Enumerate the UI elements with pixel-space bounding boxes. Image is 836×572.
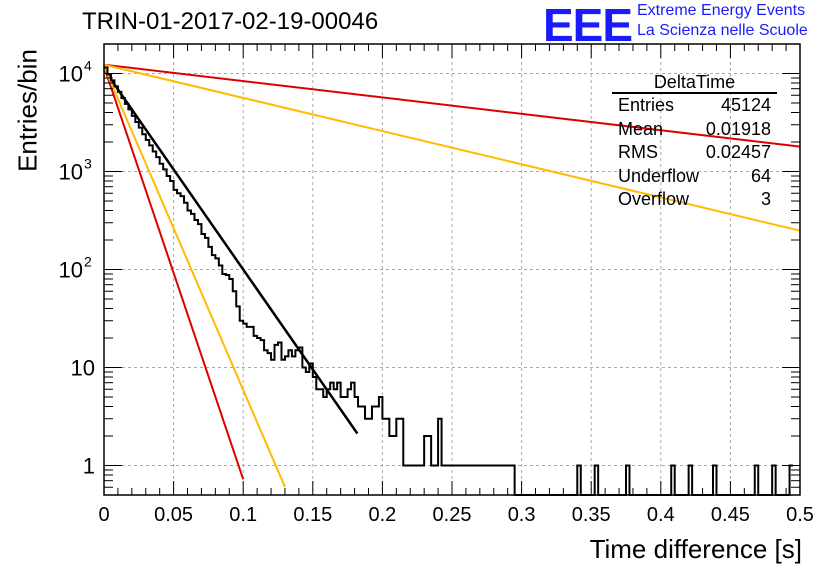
fit-line: [103, 66, 245, 480]
x-tick-label: 0.5: [786, 504, 814, 526]
stats-row: Underflow 64: [612, 165, 777, 189]
stats-label: Underflow: [618, 165, 700, 186]
logo-line-2: La Scienza nelle Scuole: [637, 22, 808, 39]
fit-line: [103, 63, 801, 232]
x-tick-label: 0.45: [711, 504, 750, 526]
stats-label: Mean: [618, 118, 664, 139]
logo-line-1: Extreme Energy Events: [637, 2, 806, 19]
stats-label: Overflow: [618, 189, 690, 209]
x-axis-label: Time difference [s]: [589, 534, 802, 564]
stats-row: Entries 45124: [612, 94, 777, 118]
fit-line: [103, 63, 801, 148]
x-tick-label: 0.15: [293, 504, 332, 526]
fit-line: [103, 66, 286, 488]
y-tick-label: 10: [71, 355, 95, 380]
y-tick-exponent: 2: [84, 254, 92, 270]
x-tick-label: 0.25: [433, 504, 472, 526]
y-axis-label: Entries/bin: [12, 49, 43, 172]
stats-title: DeltaTime: [612, 72, 777, 94]
stats-label: Entries: [618, 95, 675, 115]
y-tick-label: 10: [59, 258, 83, 283]
stats-value: 45124: [720, 95, 771, 115]
x-tick-label: 0.3: [508, 504, 536, 526]
x-tick-label: 0.1: [229, 504, 257, 526]
x-tick-label: 0: [98, 504, 109, 526]
stats-value: 0.02457: [705, 142, 771, 162]
y-tick-label: 1: [83, 453, 95, 478]
eee-logo: EEE: [543, 0, 633, 51]
fit-lines: [102, 63, 801, 488]
stats-value: 64: [750, 165, 771, 186]
y-tick-exponent: 4: [84, 58, 92, 74]
x-tick-label: 0.35: [572, 504, 611, 526]
stats-label: RMS: [618, 142, 658, 162]
stats-value: 0.01918: [705, 118, 771, 139]
fit-line: [102, 68, 359, 435]
stats-box: DeltaTime Entries 45124 Mean 0.01918 RMS 0.…: [612, 72, 777, 212]
stats-value: 3: [760, 189, 771, 209]
x-tick-label: 0.2: [368, 504, 396, 526]
x-tick-label: 0.4: [647, 504, 675, 526]
y-tick-exponent: 3: [84, 156, 92, 172]
y-tick-label: 10: [59, 62, 83, 87]
stats-row: RMS 0.02457: [612, 141, 777, 165]
stats-row: Mean 0.01918: [612, 118, 777, 142]
stats-row: Overflow 3: [612, 188, 777, 212]
chart-title: TRIN-01-2017-02-19-00046: [82, 8, 379, 35]
tick-labels: 0 0.05 0.1 0.15 0.2 0.25 0.3 0.35 0.4 0.45 0.5 1 10 1…: [59, 58, 814, 526]
y-tick-label: 10: [59, 160, 83, 185]
axis-ticks: [103, 44, 801, 496]
x-tick-label: 0.05: [154, 504, 193, 526]
